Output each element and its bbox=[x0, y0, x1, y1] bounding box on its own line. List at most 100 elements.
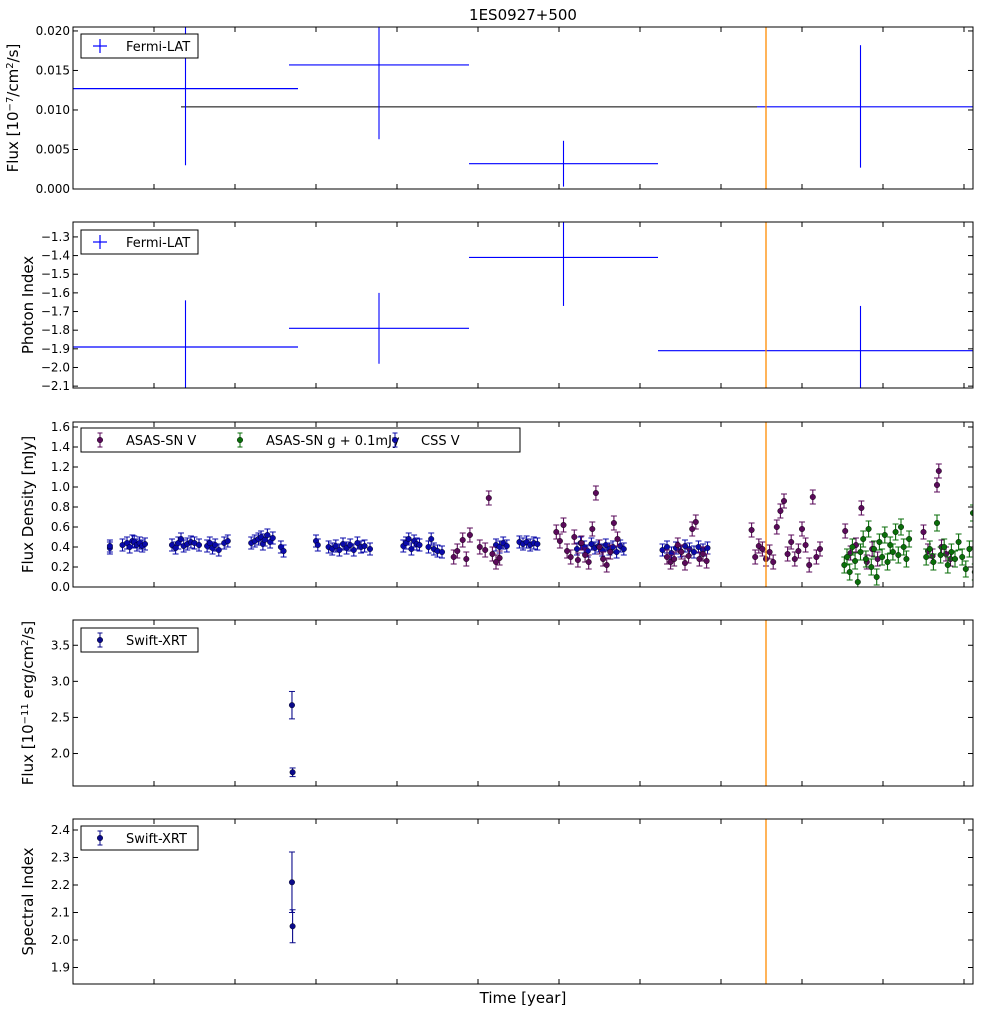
panel-5: 1.9 2.0 2.1 2.2 2.3 2.4 Spectral Index Swift-XR… bbox=[19, 818, 974, 1007]
data-point bbox=[781, 498, 788, 505]
legend-marker-icon bbox=[96, 637, 103, 644]
data-point bbox=[895, 552, 902, 559]
data-point bbox=[871, 546, 878, 553]
panel-2: −2.1 −2.0 −1.9 −1.8 −1.7 −1.6 −1.5 −1.4 −1.3 Phot… bbox=[19, 221, 974, 393]
y-tick-label: 2.1 bbox=[51, 906, 70, 920]
data-point bbox=[592, 490, 599, 497]
data-point bbox=[752, 554, 759, 561]
data-point bbox=[930, 559, 937, 566]
data-point bbox=[195, 542, 202, 549]
data-point bbox=[600, 556, 607, 563]
y-tick-label: −1.6 bbox=[41, 286, 70, 300]
series-swift-xrt bbox=[288, 851, 296, 944]
y-tick-label: −1.8 bbox=[41, 323, 70, 337]
data-point bbox=[817, 546, 824, 553]
data-point bbox=[571, 534, 578, 541]
data-point bbox=[868, 564, 875, 571]
plot-area bbox=[73, 27, 973, 189]
axes-frame bbox=[72, 221, 974, 389]
data-point bbox=[926, 546, 933, 553]
y-tick-label: 1.6 bbox=[51, 420, 70, 434]
y-axis-label: Photon Index bbox=[19, 256, 37, 354]
data-point bbox=[813, 554, 820, 561]
legend-marker-icon bbox=[236, 437, 243, 444]
data-point bbox=[934, 482, 941, 489]
data-point bbox=[952, 556, 959, 563]
data-point bbox=[865, 526, 872, 533]
axes-frame bbox=[72, 818, 974, 985]
y-tick-label: −1.4 bbox=[41, 249, 70, 263]
data-point bbox=[489, 551, 496, 558]
y-tick-label: 1.2 bbox=[51, 460, 70, 474]
data-point bbox=[703, 558, 710, 565]
y-tick-label: −2.1 bbox=[41, 379, 70, 393]
data-point bbox=[970, 510, 973, 516]
data-point bbox=[892, 529, 899, 536]
data-point bbox=[280, 548, 287, 555]
data-point bbox=[408, 546, 415, 553]
chart-title: 1ES0927+500 bbox=[469, 6, 577, 24]
data-point bbox=[881, 532, 888, 539]
data-point bbox=[887, 542, 894, 549]
data-point bbox=[496, 555, 503, 562]
data-point bbox=[842, 528, 849, 535]
y-tick-label: 3.0 bbox=[51, 674, 70, 688]
data-point bbox=[439, 549, 446, 556]
data-point bbox=[578, 540, 585, 547]
data-point bbox=[463, 556, 470, 563]
data-point bbox=[802, 542, 809, 549]
data-point bbox=[567, 554, 574, 561]
data-point bbox=[784, 551, 791, 558]
data-point bbox=[664, 554, 671, 561]
data-point bbox=[696, 556, 703, 563]
legend-marker-icon bbox=[96, 437, 103, 444]
y-tick-label: 2.0 bbox=[51, 747, 70, 761]
data-point bbox=[261, 537, 268, 544]
plot-area bbox=[73, 222, 973, 388]
data-point bbox=[289, 923, 296, 930]
data-point bbox=[603, 562, 610, 569]
legend: Fermi-LAT bbox=[80, 33, 199, 59]
legend-label: Fermi-LAT bbox=[126, 236, 190, 251]
data-point bbox=[553, 529, 560, 536]
data-point bbox=[849, 544, 856, 551]
data-point bbox=[966, 546, 973, 553]
data-point bbox=[748, 527, 755, 534]
data-point bbox=[671, 556, 678, 563]
y-tick-label: 0.6 bbox=[51, 520, 70, 534]
y-tick-label: −1.3 bbox=[41, 230, 70, 244]
data-point bbox=[314, 542, 321, 549]
data-point bbox=[560, 522, 567, 529]
data-point bbox=[454, 548, 461, 555]
y-tick-label: 0.010 bbox=[36, 103, 70, 117]
y-tick-label: 1.4 bbox=[51, 440, 70, 454]
legend-marker-icon bbox=[96, 835, 103, 842]
legend-label: Fermi-LAT bbox=[126, 40, 190, 55]
data-point bbox=[854, 579, 861, 586]
plot-area bbox=[288, 819, 767, 984]
data-point bbox=[289, 769, 296, 776]
data-point bbox=[534, 541, 541, 548]
data-point bbox=[141, 541, 148, 548]
plot-area bbox=[106, 422, 973, 587]
data-point bbox=[759, 546, 766, 553]
data-point bbox=[935, 468, 942, 475]
y-tick-label: −1.5 bbox=[41, 267, 70, 281]
data-point bbox=[959, 554, 966, 561]
data-point bbox=[799, 526, 806, 533]
y-axis-label: Flux [10−11 erg/cm2/s] bbox=[19, 621, 37, 785]
legend-label: CSS V bbox=[421, 434, 460, 449]
y-tick-label: 1.9 bbox=[51, 961, 70, 975]
data-point bbox=[450, 554, 457, 561]
data-point bbox=[685, 553, 692, 560]
data-point bbox=[941, 544, 948, 551]
data-point bbox=[585, 559, 592, 566]
data-point bbox=[224, 538, 231, 545]
data-point bbox=[574, 557, 581, 564]
data-point bbox=[177, 536, 184, 543]
data-point bbox=[844, 554, 851, 561]
data-point bbox=[620, 546, 627, 553]
data-point bbox=[428, 536, 435, 543]
x-axis-label: Time [year] bbox=[479, 989, 567, 1007]
data-point bbox=[503, 543, 510, 550]
